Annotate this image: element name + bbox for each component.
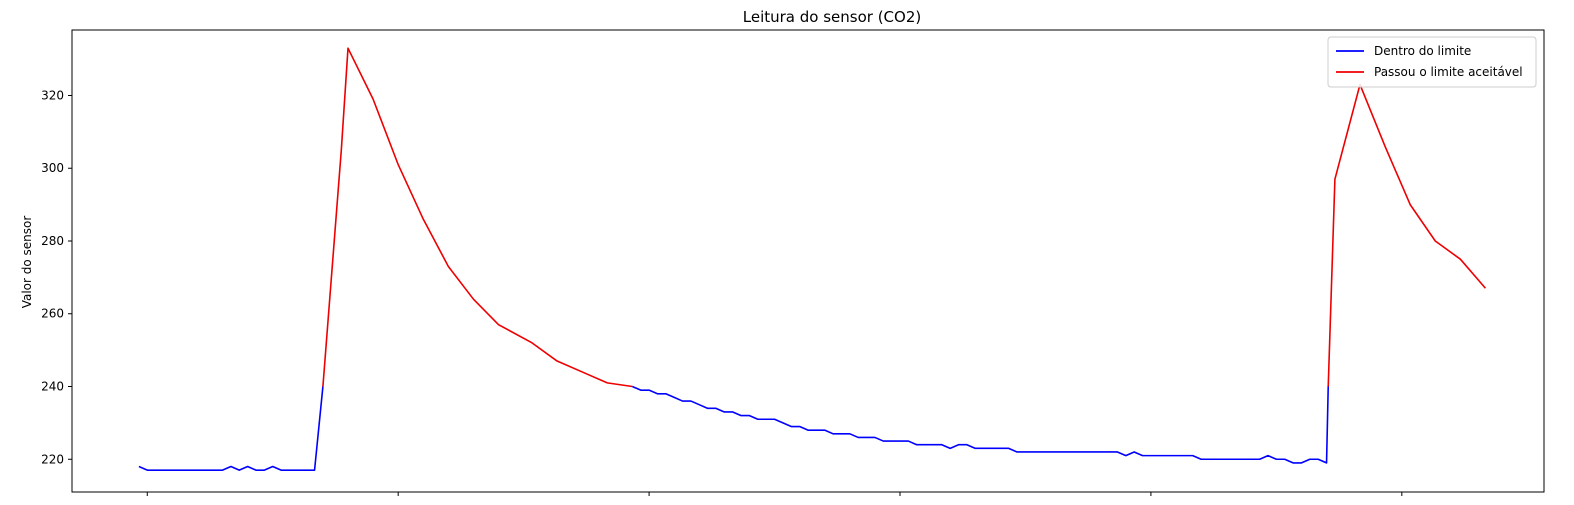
- legend-label-1: Dentro do limite: [1374, 44, 1471, 58]
- series-line-1: [138, 385, 1330, 471]
- legend-label-2: Passou o limite aceitável: [1374, 65, 1523, 79]
- y-tick-label: 260: [41, 307, 64, 321]
- legend-box: [1327, 36, 1537, 88]
- legend: Dentro do limite Passou o limite aceitáve…: [1327, 36, 1537, 88]
- y-tick-label: 220: [41, 452, 64, 466]
- plot-lines: [138, 47, 1487, 471]
- y-axis-ticks: 220 240 260 280 300 320: [41, 88, 72, 466]
- x-axis-ticks: [146, 492, 1403, 496]
- y-axis-label: Valor do sensor: [20, 216, 34, 309]
- plot-area-frame: [71, 29, 1545, 493]
- y-tick-label: 240: [41, 380, 64, 394]
- y-tick-label: 300: [41, 161, 64, 175]
- chart-title: Leitura do sensor (CO2): [743, 8, 921, 26]
- y-tick-label: 280: [41, 234, 64, 248]
- y-tick-label: 320: [41, 88, 64, 102]
- series-line-2: [322, 47, 1487, 388]
